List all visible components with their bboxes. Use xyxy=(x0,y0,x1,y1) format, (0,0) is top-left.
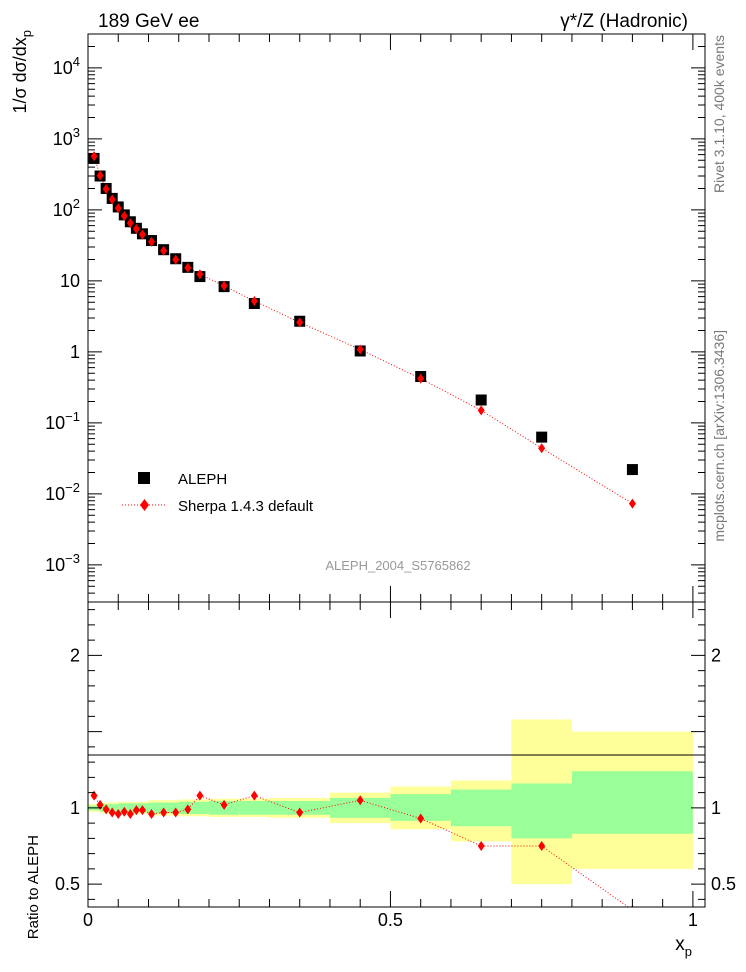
inner-band xyxy=(329,797,391,818)
main-marks xyxy=(88,151,638,509)
ratio-y-tick-label-right: 1 xyxy=(711,798,721,818)
ratio-point xyxy=(220,799,228,810)
sherpa-point xyxy=(356,344,364,355)
ratio-y-tick-label-right: 2 xyxy=(711,645,721,665)
ratio-panel: 0.5 0.51 12 20 0.5 1 Ratio to ALEPH xp xyxy=(25,601,736,959)
sherpa-point xyxy=(102,183,110,194)
legend-label-aleph: ALEPH xyxy=(178,471,227,488)
ratio-point xyxy=(120,806,128,817)
mcplots-label: mcplots.cern.ch [arXiv:1306.3436] xyxy=(711,330,727,542)
sherpa-point xyxy=(196,269,204,280)
ratio-point xyxy=(356,795,364,806)
sherpa-point xyxy=(126,218,134,229)
aleph-point xyxy=(475,394,487,406)
ratio-y-tick-label: 0.5 xyxy=(55,874,80,894)
rivet-label: Rivet 3.1.10, 400k events xyxy=(711,35,727,193)
ratio-x-tick-label: 0 xyxy=(83,910,93,930)
analysis-id: ALEPH_2004_S5765862 xyxy=(325,558,470,573)
sherpa-point xyxy=(538,443,546,454)
ratio-point xyxy=(172,807,180,818)
y-tick-label: 103 xyxy=(53,125,80,149)
sherpa-point xyxy=(417,373,425,384)
sherpa-point xyxy=(148,236,156,247)
sherpa-point xyxy=(90,151,98,162)
legend-marker-aleph xyxy=(138,472,150,484)
sherpa-point xyxy=(477,405,485,416)
y-tick-label: 104 xyxy=(53,54,80,78)
main-frame xyxy=(87,33,706,603)
aleph-point xyxy=(626,464,638,476)
ratio-point xyxy=(132,805,140,816)
ratio-point xyxy=(108,807,116,818)
inner-band xyxy=(118,803,149,813)
sherpa-point xyxy=(172,254,180,265)
main-ticks: 10−3 10−2 10−1 1 10 102 103 104 xyxy=(45,33,705,603)
ratio-point xyxy=(148,808,156,819)
sherpa-point xyxy=(96,170,104,181)
ratio-point xyxy=(160,807,168,818)
y-tick-label: 10−2 xyxy=(45,480,80,504)
sherpa-point xyxy=(250,296,258,307)
sherpa-line xyxy=(93,156,633,505)
inner-band xyxy=(450,789,512,827)
sherpa-point xyxy=(108,194,116,205)
sherpa-point xyxy=(184,262,192,273)
ratio-ticks: 0.5 0.51 12 20 0.5 1 xyxy=(55,602,736,930)
ratio-point xyxy=(184,804,192,815)
ratio-xlabel: xp xyxy=(675,934,692,959)
ratio-point xyxy=(126,808,134,819)
ratio-point xyxy=(477,841,485,851)
ratio-point xyxy=(114,808,122,819)
main-panel: 10−3 10−2 10−1 1 10 102 103 104 1/σ dσ/dxp ALEP… xyxy=(10,30,706,603)
y-tick-label: 10 xyxy=(60,271,80,291)
y-tick-label: 10−3 xyxy=(45,551,80,575)
ratio-y-tick-label: 2 xyxy=(70,645,80,665)
ratio-point xyxy=(296,807,304,818)
header-left: 189 GeV ee xyxy=(98,11,199,32)
inner-band xyxy=(239,801,270,815)
ratio-frame xyxy=(87,601,706,908)
main-ylabel: 1/σ dσ/dxp xyxy=(10,30,34,114)
sherpa-point xyxy=(628,498,636,509)
inner-band xyxy=(571,771,693,834)
ratio-point xyxy=(138,805,146,816)
sherpa-point xyxy=(120,210,128,221)
ratio-bands xyxy=(88,719,693,885)
y-tick-label: 1 xyxy=(70,342,80,362)
ratio-x-tick-label: 0.5 xyxy=(378,910,403,930)
legend-marker-sherpa xyxy=(140,499,149,511)
ratio-point xyxy=(538,841,546,851)
ratio-point xyxy=(417,813,425,824)
ratio-point xyxy=(250,790,258,801)
sherpa-point xyxy=(160,245,168,256)
header-right: γ*/Z (Hadronic) xyxy=(560,11,688,32)
sherpa-point xyxy=(220,280,228,291)
ratio-x-tick-label: 1 xyxy=(688,910,698,930)
ratio-ylabel: Ratio to ALEPH xyxy=(25,835,42,939)
ratio-point xyxy=(102,804,110,815)
ratio-marks xyxy=(90,790,634,907)
sherpa-point xyxy=(132,223,140,234)
sherpa-point xyxy=(296,317,304,328)
y-tick-label: 102 xyxy=(53,196,80,220)
ratio-point xyxy=(196,790,204,801)
inner-band xyxy=(178,801,209,814)
ratio-point xyxy=(90,790,98,801)
ratio-line xyxy=(93,795,630,907)
sherpa-point xyxy=(138,229,146,240)
y-tick-label: 10−1 xyxy=(45,409,80,433)
aleph-point xyxy=(536,431,548,443)
ratio-point xyxy=(96,799,104,810)
legend: ALEPH Sherpa 1.4.3 default xyxy=(122,471,314,515)
ratio-y-tick-label: 1 xyxy=(70,798,80,818)
inner-band xyxy=(100,804,119,812)
inner-band xyxy=(511,783,572,839)
legend-label-sherpa: Sherpa 1.4.3 default xyxy=(178,498,314,515)
sherpa-point xyxy=(114,203,122,214)
ratio-y-tick-label-right: 0.5 xyxy=(711,874,736,894)
